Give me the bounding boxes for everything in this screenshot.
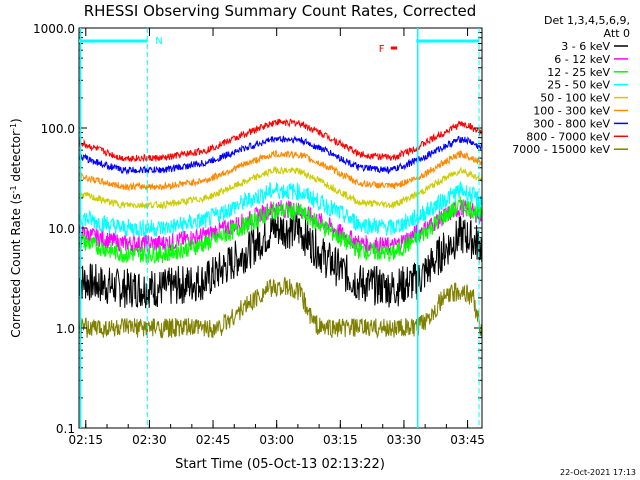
legend-attenuator: Att 0 [604,27,630,40]
legend-label: 300 - 800 keV [533,117,610,130]
x-tick-label: 03:00 [259,433,294,447]
series-line [78,166,483,210]
legend-header: Det 1,3,4,5,6,9, [544,14,630,27]
chart-title: RHESSI Observing Summary Count Rates, Co… [84,2,477,20]
legend-label: 6 - 12 keV [554,53,610,66]
y-tick-label: 1.0 [56,322,75,336]
legend-label: 3 - 6 keV [561,40,610,53]
y-axis: 0.1 1.0 10.0 100.0 1000.0 [33,22,482,436]
legend-label: 12 - 25 keV [547,66,610,79]
y-axis-label: Corrected Count Rate (s-1 detector-1) [9,118,24,337]
x-tick-label: 03:30 [387,433,422,447]
x-tick-label: 03:15 [323,433,358,447]
series-line [78,210,483,309]
x-tick-label: 02:45 [196,433,231,447]
series-line [78,181,483,237]
y-tick-label: 100.0 [41,122,75,136]
y-tick-label: 1000.0 [33,22,75,36]
x-axis-label: Start Time (05-Oct-13 02:13:22) [175,457,385,472]
footer-timestamp: 22-Oct-2021 17:13 [560,468,636,477]
legend-label: 25 - 50 keV [547,79,610,92]
x-tick-label: 02:30 [132,433,167,447]
legend-label: 7000 - 15000 keV [512,143,610,156]
series-line [78,196,483,265]
y-tick-label: 10.0 [48,222,75,236]
series-line [78,135,483,176]
x-tick-label: 03:45 [450,433,485,447]
annotations: NF [79,28,480,428]
series-line [78,118,483,163]
flare-label: F [379,44,385,55]
series-line [78,277,483,339]
x-tick-label: 02:15 [68,433,103,447]
x-axis: 02:15 02:30 02:45 03:00 03:15 03:30 03:45 [68,28,485,447]
series-line [78,149,483,192]
night-label: N [155,36,162,47]
y-tick-label: 0.1 [56,422,75,436]
legend-label: 50 - 100 keV [540,92,610,105]
legend-label: 800 - 7000 keV [526,130,610,143]
legend-label: 100 - 300 keV [533,105,610,118]
series-layer [78,118,483,339]
